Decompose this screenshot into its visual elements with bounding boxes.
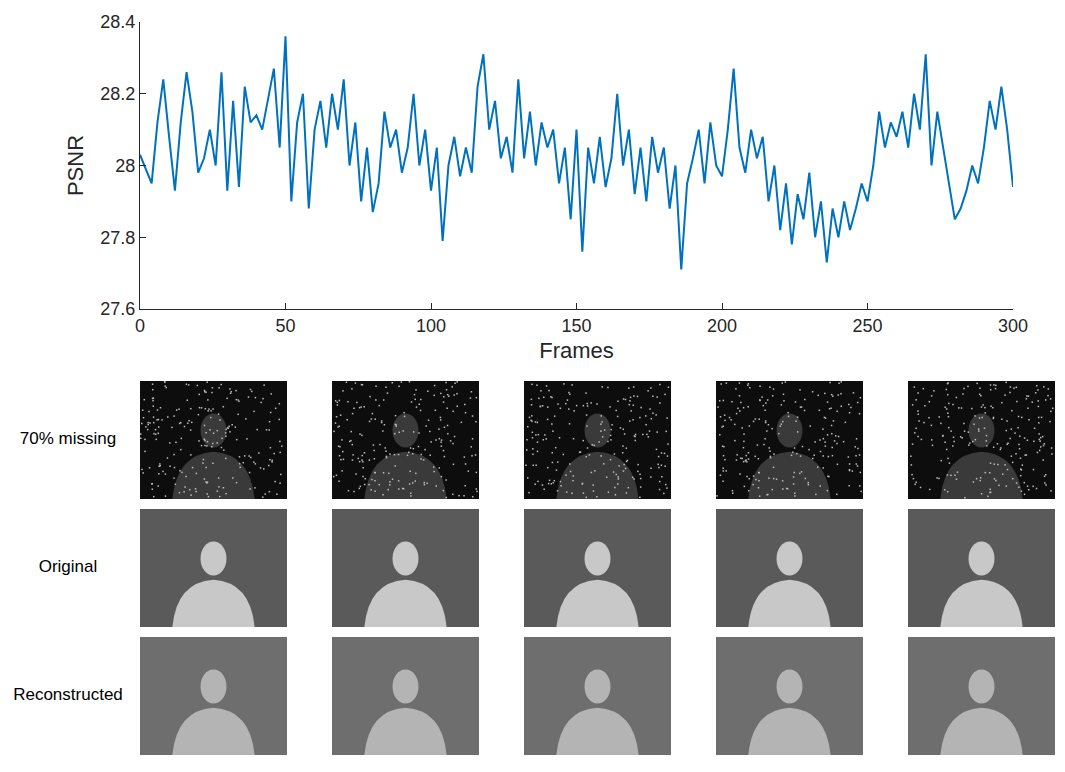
svg-text:PSNR: PSNR bbox=[63, 135, 88, 196]
svg-text:100: 100 bbox=[416, 316, 446, 336]
html-text:Original: Original bbox=[38, 557, 98, 576]
svg-text:50: 50 bbox=[275, 316, 295, 336]
svg-text:0: 0 bbox=[135, 316, 145, 336]
svg-text:Frames: Frames bbox=[539, 338, 614, 363]
svg-text:27.8: 27.8 bbox=[100, 228, 135, 248]
svg-text:28.2: 28.2 bbox=[100, 84, 135, 104]
svg-text:28.4: 28.4 bbox=[100, 12, 135, 32]
svg-text:28: 28 bbox=[115, 156, 135, 176]
svg-text:27.6: 27.6 bbox=[100, 299, 135, 319]
html-text:70% missing: 70% missing bbox=[19, 429, 117, 448]
svg-text:200: 200 bbox=[707, 316, 737, 336]
svg-text:250: 250 bbox=[852, 316, 882, 336]
svg-text:150: 150 bbox=[561, 316, 591, 336]
svg-text:300: 300 bbox=[998, 316, 1028, 336]
html-text:Reconstructed: Reconstructed bbox=[13, 685, 123, 704]
